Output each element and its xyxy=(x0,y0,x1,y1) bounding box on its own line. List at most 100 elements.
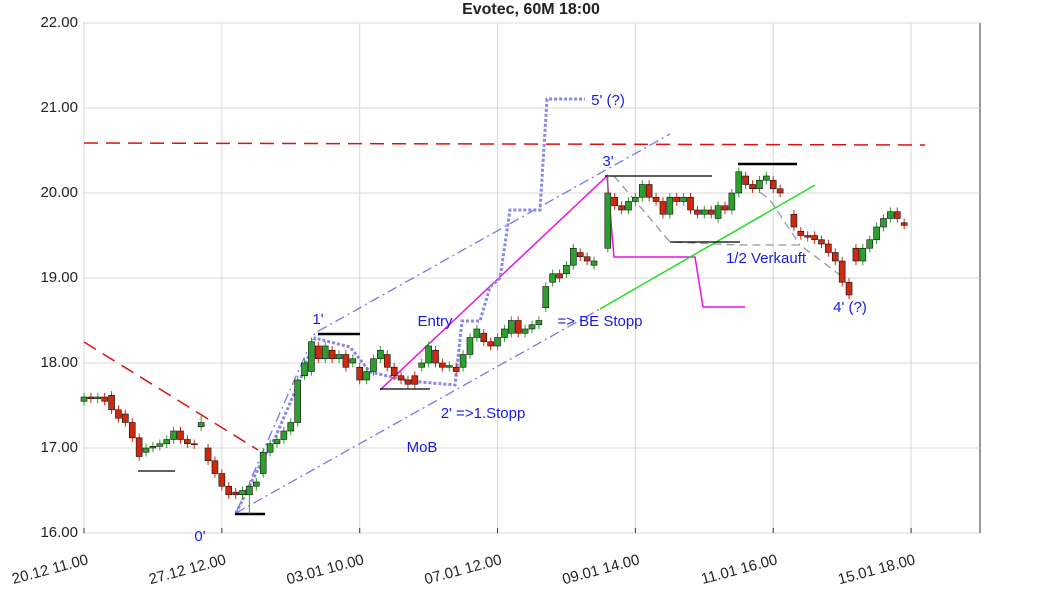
candle-body xyxy=(845,281,853,296)
candle-body xyxy=(473,328,481,338)
candle-body xyxy=(452,366,460,372)
candle-body xyxy=(184,439,191,445)
candle-body xyxy=(701,209,708,215)
candle-body xyxy=(266,443,274,453)
candle-body xyxy=(556,273,563,279)
annotation: 1' xyxy=(312,311,323,328)
x-tick-label: 20.12 11.00 xyxy=(10,551,90,588)
green-line xyxy=(599,184,816,310)
channel-lower xyxy=(235,308,601,514)
candle-body xyxy=(583,256,591,262)
candle-body xyxy=(521,328,529,334)
candle-body xyxy=(411,375,419,385)
projection-path xyxy=(234,97,585,514)
candle-body xyxy=(94,396,102,400)
candle-body xyxy=(742,175,749,185)
candle-body xyxy=(239,490,246,496)
gray-dash xyxy=(613,175,841,276)
candle-body xyxy=(887,211,894,219)
candle-body xyxy=(445,365,453,368)
candle-body xyxy=(156,443,164,447)
candle-body xyxy=(363,371,370,381)
candle-body xyxy=(232,491,239,496)
candle-body xyxy=(632,196,639,202)
annotation: 0' xyxy=(194,528,205,545)
candle-body xyxy=(694,209,701,215)
candle-body xyxy=(122,413,129,423)
candle-body xyxy=(390,366,398,377)
levels xyxy=(138,162,797,516)
candle-body xyxy=(204,447,212,462)
trend-line xyxy=(83,341,259,451)
annotation: 5' (?) xyxy=(591,92,625,109)
candle-body xyxy=(514,320,522,334)
candle-body xyxy=(570,247,577,266)
candle-body xyxy=(259,451,267,474)
candle-body xyxy=(170,430,177,440)
candle-body xyxy=(356,366,363,381)
x-tick-label: 03.01 10.00 xyxy=(285,551,366,588)
candle-body xyxy=(115,409,122,419)
x-tick-label: 07.01 12.00 xyxy=(423,551,504,588)
candle-body xyxy=(542,286,550,309)
annotation: => BE Stopp xyxy=(557,313,642,330)
candle-body xyxy=(508,320,515,334)
candle-body xyxy=(432,349,439,364)
candle-body xyxy=(480,332,488,343)
candle-body xyxy=(645,184,653,198)
candle-body xyxy=(659,201,667,215)
candle-body xyxy=(893,211,901,219)
candle-body xyxy=(880,218,887,228)
candle-body xyxy=(549,273,556,283)
candle-body xyxy=(852,247,860,262)
candle-body xyxy=(294,379,301,423)
annotation: 4' (?) xyxy=(833,299,867,316)
candle-body xyxy=(797,230,805,236)
candle-body xyxy=(80,396,88,402)
candle-body xyxy=(811,235,818,241)
x-tick-label: 09.01 14.00 xyxy=(560,551,641,588)
candle-body xyxy=(756,179,763,190)
candle-body xyxy=(218,473,226,487)
candle-body xyxy=(494,337,501,347)
candles xyxy=(80,167,908,515)
candle-body xyxy=(866,239,874,249)
candle-body xyxy=(728,192,736,211)
candle-body xyxy=(721,205,729,211)
candle-body xyxy=(328,349,336,360)
candle-body xyxy=(625,201,632,211)
candle-body xyxy=(687,196,694,211)
candle-body xyxy=(87,396,95,400)
candle-body xyxy=(666,196,674,215)
candle-body xyxy=(308,341,315,372)
candle-body xyxy=(563,264,570,275)
candle-body xyxy=(790,213,798,228)
annotation: MoB xyxy=(407,439,438,456)
candle-body xyxy=(273,439,281,445)
magenta-path xyxy=(379,174,745,391)
candle-body xyxy=(535,320,543,326)
candle-body xyxy=(439,362,446,368)
y-tick-label: 18.00 xyxy=(40,354,78,371)
chart-title: Evotec, 60M 18:00 xyxy=(462,1,600,18)
candle-body xyxy=(301,362,308,377)
annotation: 1/2 Verkauft xyxy=(726,250,807,267)
candle-body xyxy=(211,460,219,474)
candle-body xyxy=(818,239,825,245)
annotation: 3' xyxy=(602,153,613,170)
candle-body xyxy=(280,430,288,440)
candle-body xyxy=(246,485,253,496)
candle-body xyxy=(149,445,157,449)
candle-body xyxy=(652,196,660,202)
candle-body xyxy=(859,247,867,262)
candle-body xyxy=(197,422,205,428)
y-tick-label: 20.00 xyxy=(40,184,78,201)
candle-body xyxy=(459,354,467,368)
candle-body xyxy=(776,188,784,194)
candle-body xyxy=(873,226,880,241)
resistance-line xyxy=(83,142,926,146)
candle-body xyxy=(618,205,625,211)
candle-body xyxy=(735,171,743,194)
candle-body xyxy=(287,422,295,432)
